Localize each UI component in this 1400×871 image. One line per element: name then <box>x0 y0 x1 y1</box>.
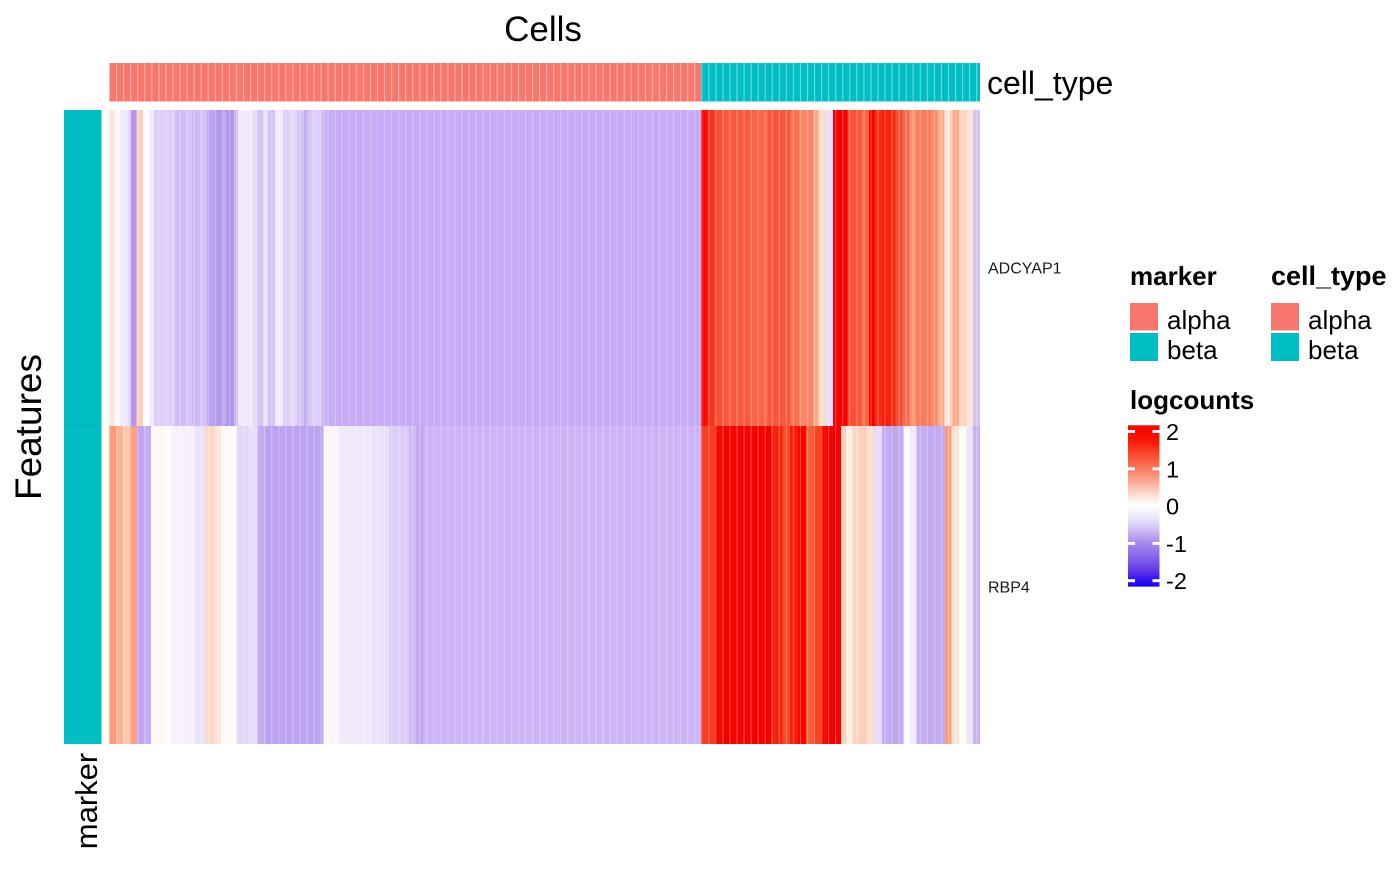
svg-text:alpha: alpha <box>1308 305 1372 335</box>
svg-text:marker: marker <box>1130 261 1217 291</box>
svg-text:Cells: Cells <box>504 10 582 49</box>
svg-text:-1: -1 <box>1166 531 1187 557</box>
svg-text:RBP4: RBP4 <box>988 580 1030 597</box>
svg-text:beta: beta <box>1167 335 1218 365</box>
svg-text:ADCYAP1: ADCYAP1 <box>988 261 1062 278</box>
svg-text:1: 1 <box>1166 456 1179 482</box>
svg-text:marker: marker <box>69 753 104 849</box>
svg-text:0: 0 <box>1166 494 1179 520</box>
svg-text:alpha: alpha <box>1167 305 1231 335</box>
svg-text:cell_type: cell_type <box>1271 261 1387 291</box>
svg-text:cell_type: cell_type <box>987 65 1113 101</box>
svg-text:beta: beta <box>1308 335 1359 365</box>
svg-text:Features: Features <box>8 354 49 500</box>
svg-text:logcounts: logcounts <box>1130 385 1254 415</box>
svg-text:-2: -2 <box>1166 568 1187 594</box>
svg-text:2: 2 <box>1166 419 1179 445</box>
